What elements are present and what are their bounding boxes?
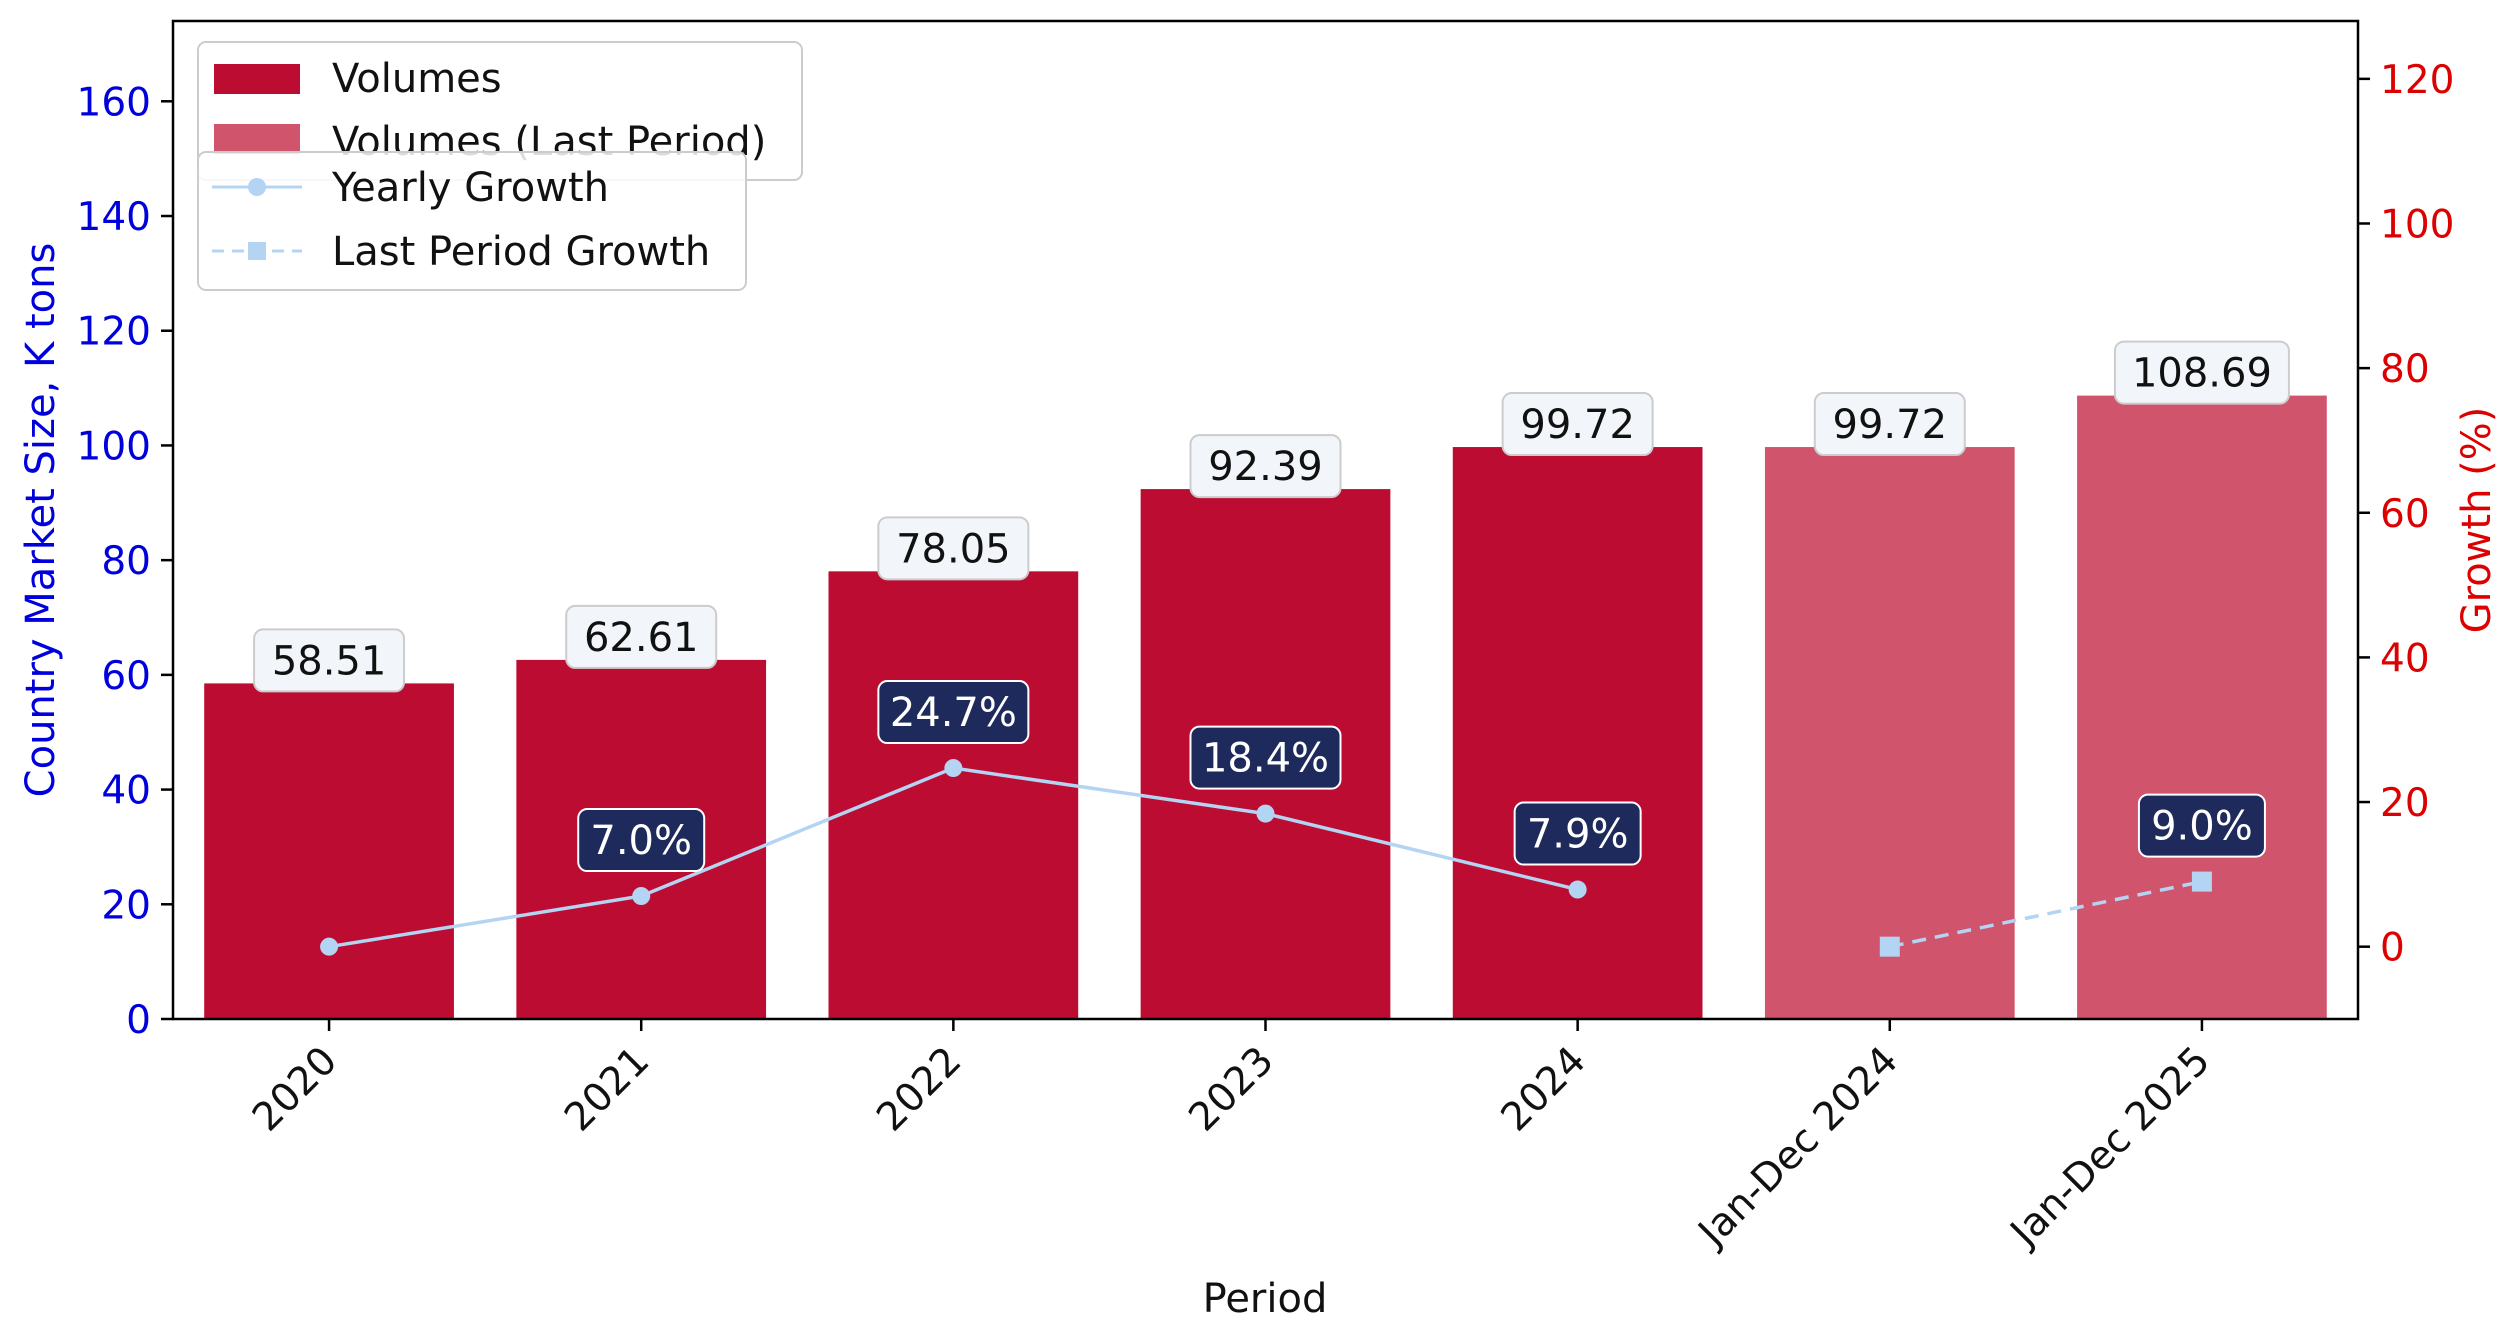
growth-label-jan-dec-2025-box (2137, 793, 2266, 858)
point-last-period-growth-jan-dec-2024 (1879, 936, 1900, 957)
value-label-jan-dec-2024-box (1813, 392, 1966, 457)
bar-volumes-2024 (1452, 447, 1703, 1020)
y-tick-label: 120 (77, 310, 151, 355)
y-tick-label: 60 (101, 654, 151, 699)
legend-marker-last-period-growth (248, 242, 266, 260)
bar-volumes-2020 (204, 683, 454, 1019)
legend-swatch-volumes (214, 64, 300, 94)
x-tick-label-jan-dec-2025: Jan-Dec 2025 (2000, 1038, 2219, 1257)
y2-tick-label: 0 (2380, 926, 2405, 971)
growth-label-jan-dec-2025: 9.0% (2151, 804, 2253, 850)
value-label-2020: 58.51 (272, 638, 387, 684)
right-y-axis: 0 20 40 60 80 100 120 (2358, 58, 2454, 971)
bar-volumes-2022 (828, 571, 1079, 1019)
y2-tick-label: 60 (2380, 492, 2430, 537)
legend-label-last-period-growth: Last Period Growth (332, 229, 710, 275)
legend-label-yearly-growth: Yearly Growth (331, 165, 609, 211)
legend-lines: Yearly Growth Last Period Growth (197, 151, 747, 291)
x-tick-label-2020: 2020 (244, 1038, 346, 1140)
legend-swatch-volumes-last-period (214, 124, 300, 154)
growth-label-2023-box (1189, 725, 1342, 790)
left-y-axis: 0 20 40 60 80 100 120 140 160 (77, 80, 173, 1043)
x-tick-label-jan-dec-2024: Jan-Dec 2024 (1688, 1038, 1907, 1257)
value-label-2023-box (1189, 434, 1342, 499)
y-tick-label: 20 (101, 883, 151, 928)
point-yearly-growth-2021 (632, 887, 651, 906)
x-axis: 2020 2021 2022 2023 2024 Jan-Dec 2024 Jan-Dec … (244, 1019, 2219, 1257)
y2-tick-label: 40 (2380, 636, 2430, 681)
point-yearly-growth-2023 (1256, 804, 1275, 823)
data-labels-layer: 58.51 62.61 78.05 92.39 99.72 99.72 108.69 7.0%… (253, 340, 2290, 873)
line-last-period-growth (1889, 879, 2203, 949)
value-label-2023: 92.39 (1208, 444, 1323, 490)
y-tick-label: 0 (126, 998, 151, 1043)
y2-tick-label: 20 (2380, 781, 2430, 826)
growth-lines-layer (320, 759, 2212, 957)
growth-label-2022: 24.7% (890, 690, 1017, 736)
value-label-2020-box (253, 628, 406, 693)
y-tick-label: 160 (77, 80, 151, 125)
point-yearly-growth-2024 (1568, 880, 1587, 899)
x-tick-label-2023: 2023 (1181, 1038, 1283, 1140)
value-label-jan-dec-2025: 108.69 (2132, 351, 2272, 397)
value-label-jan-dec-2024: 99.72 (1833, 402, 1948, 448)
value-label-jan-dec-2025-box (2113, 340, 2290, 405)
value-label-2024-box (1501, 392, 1654, 457)
value-label-2021-box (565, 604, 718, 669)
y2-tick-label: 120 (2380, 58, 2454, 103)
legend-label-volumes: Volumes (332, 56, 502, 102)
legend-lines-frame (197, 151, 747, 291)
growth-label-2021-box (577, 808, 706, 873)
y-tick-label: 100 (77, 424, 151, 469)
x-tick-label-2021: 2021 (556, 1038, 658, 1140)
point-yearly-growth-2022 (944, 759, 963, 778)
x-axis-title: Period (1203, 1276, 1328, 1322)
y-tick-label: 140 (77, 195, 151, 240)
y-tick-label: 40 (101, 769, 151, 814)
bar-volumes-last-period-jan-dec-2024 (1764, 447, 2015, 1020)
value-label-2022-box (877, 516, 1030, 581)
value-label-2024: 99.72 (1520, 402, 1635, 448)
y2-tick-label: 80 (2380, 347, 2430, 392)
value-label-2021: 62.61 (584, 615, 699, 661)
bars-layer (204, 395, 2327, 1020)
value-label-2022: 78.05 (896, 526, 1011, 572)
y2-axis-title: Growth (%) (2454, 407, 2500, 634)
y-axis-title: Country Market Size, K tons (18, 243, 64, 798)
x-tick-label-2022: 2022 (868, 1038, 970, 1140)
legend-marker-yearly-growth (248, 178, 266, 196)
growth-label-2024-box (1513, 801, 1642, 866)
x-tick-label-2024: 2024 (1493, 1038, 1595, 1140)
growth-label-2023: 18.4% (1202, 736, 1329, 782)
growth-label-2022-box (877, 680, 1030, 745)
bar-volumes-last-period-jan-dec-2025 (2077, 395, 2327, 1020)
point-last-period-growth-jan-dec-2025 (2191, 871, 2212, 892)
y-tick-label: 80 (101, 539, 151, 584)
point-yearly-growth-2020 (320, 937, 339, 956)
growth-label-2021: 7.0% (590, 818, 692, 864)
y2-tick-label: 100 (2380, 202, 2454, 247)
growth-label-2024: 7.9% (1527, 812, 1629, 858)
